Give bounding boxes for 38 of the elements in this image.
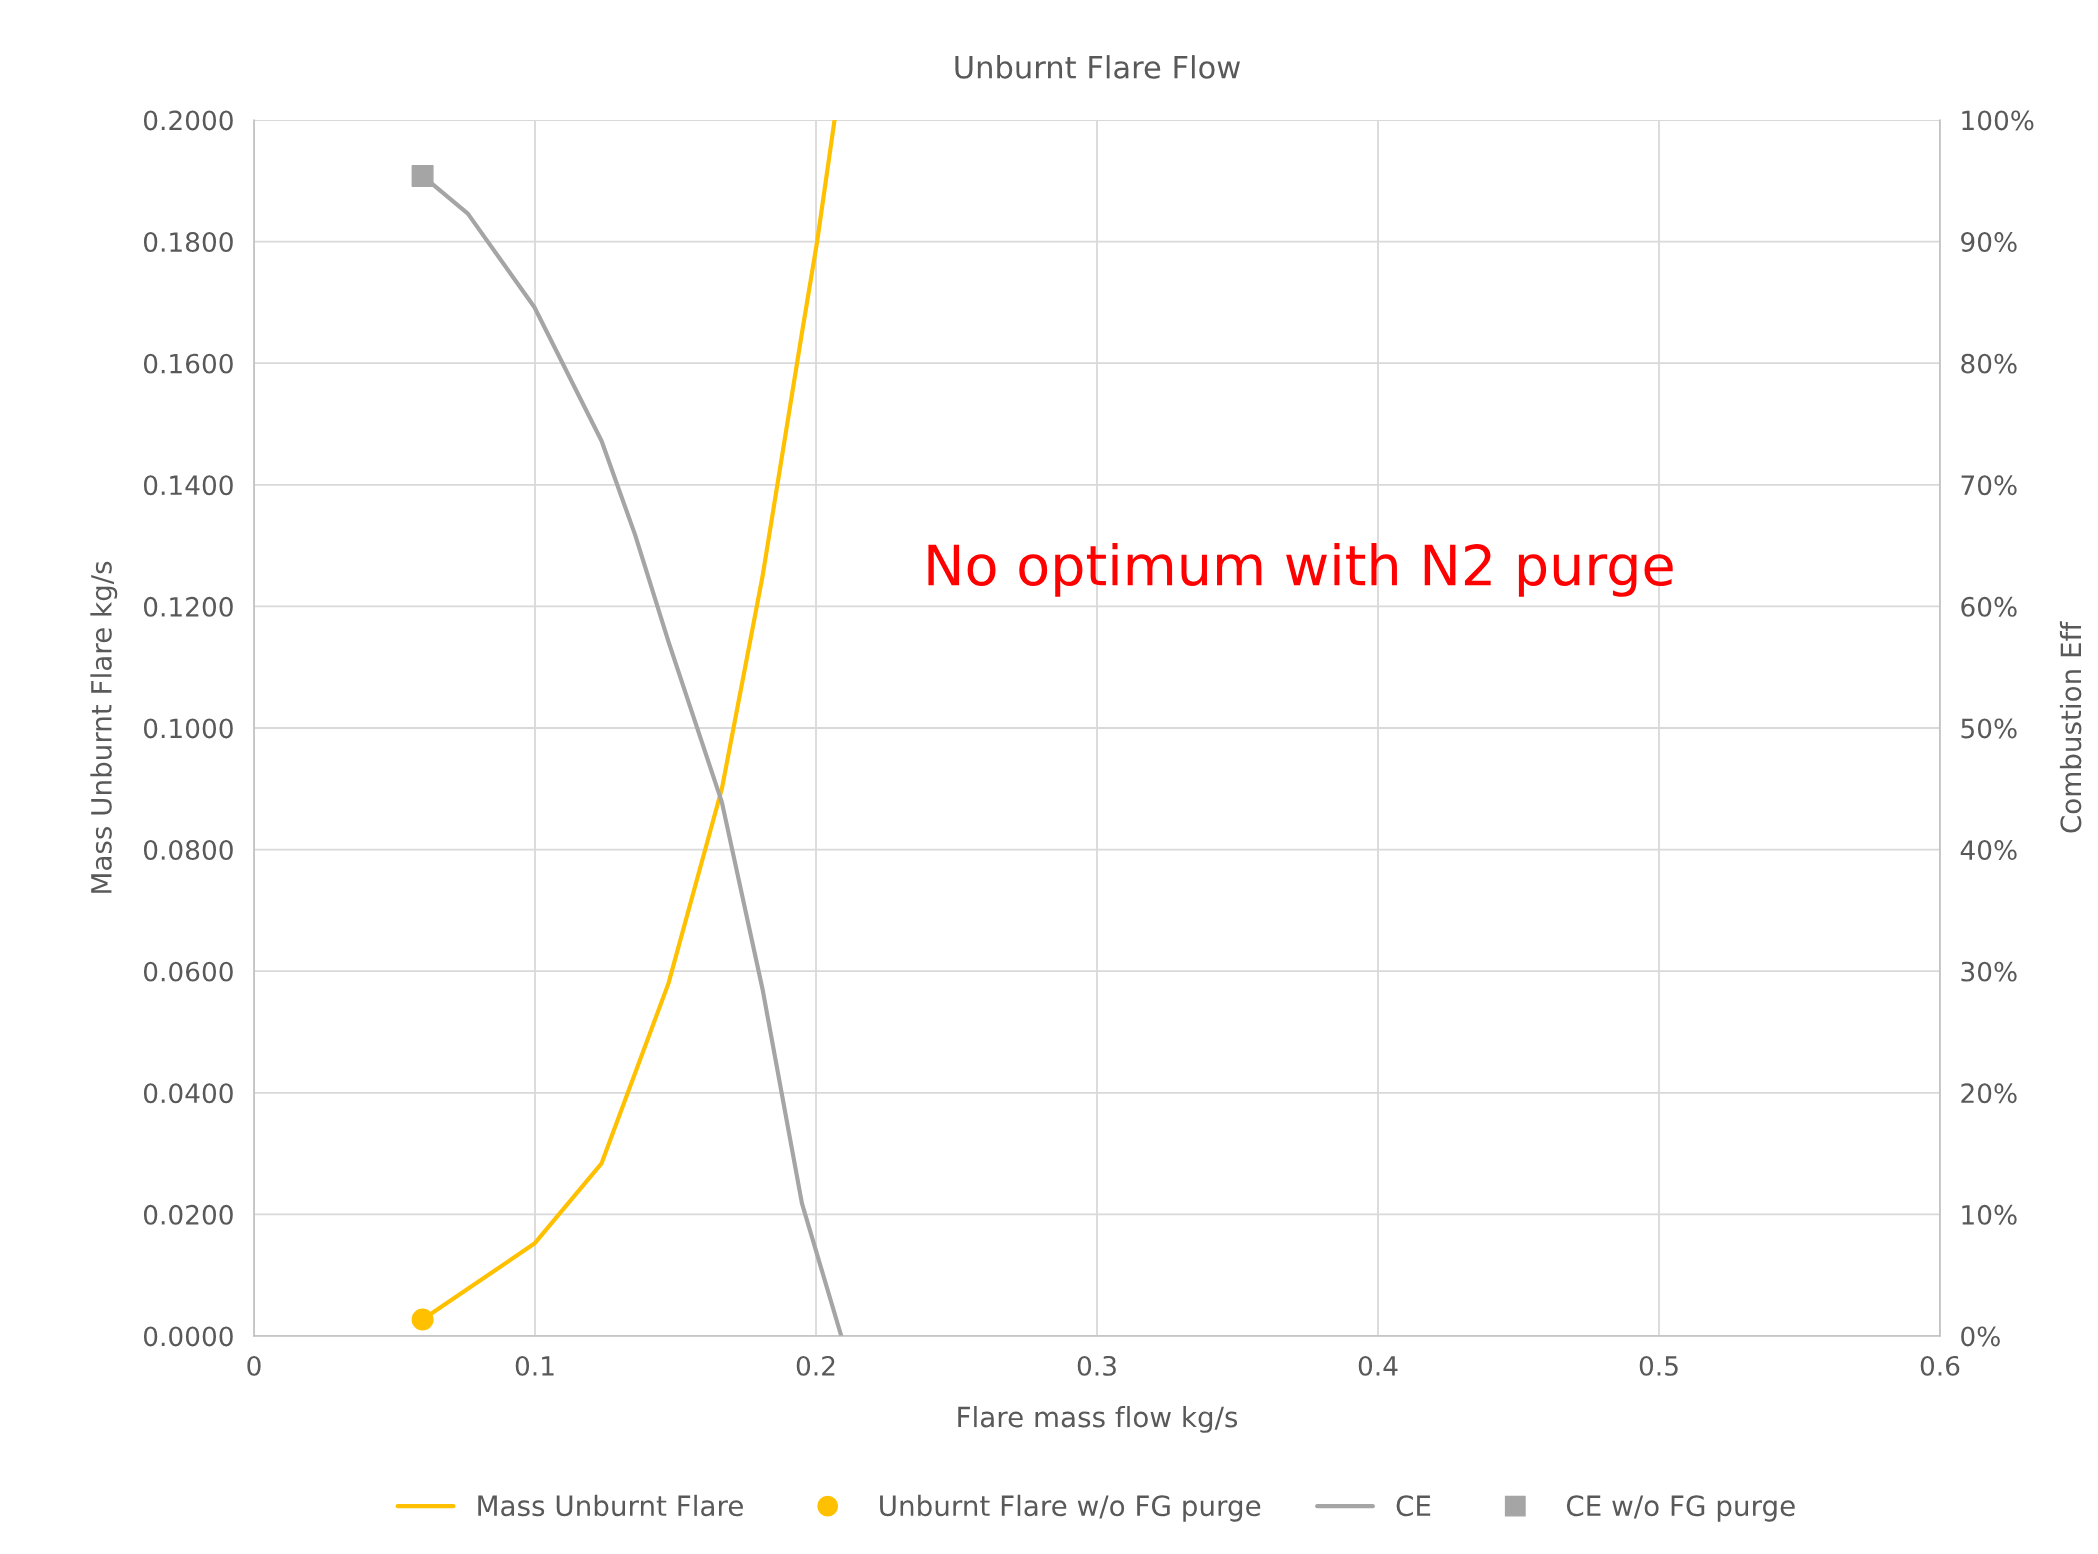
y2-tick-label: 80% — [1961, 353, 2017, 374]
y-tick-label: 0.0400 — [143, 1083, 233, 1104]
y2-axis-title: Combustion Eff — [2059, 621, 2082, 833]
y2-tick-label: 40% — [1960, 840, 2017, 860]
y2-tick-label: 30% — [1961, 961, 2017, 982]
y2-tick-label: 60% — [1961, 596, 2017, 617]
y-tick-label: 0.0800 — [143, 840, 233, 860]
y-tick-label: 0.0600 — [143, 961, 233, 982]
y-tick-label: 0.2000 — [143, 110, 233, 131]
y-tick-label: 0.0000 — [143, 1326, 233, 1347]
x-tick-label: 0 — [247, 1355, 261, 1376]
legend-label: CE w/o FG purge — [1566, 1495, 1795, 1522]
y-tick-label: 0.1400 — [143, 475, 233, 496]
legend-label: Unburnt Flare w/o FG purge — [880, 1494, 1261, 1522]
y-axis-title: Mass Unburnt Flare kg/s — [90, 561, 118, 893]
x-tick-label: 0.4 — [1358, 1355, 1398, 1376]
y-tick-label: 0.1200 — [143, 596, 233, 617]
x-tick-label: 0.3 — [1077, 1355, 1116, 1376]
legend-label: CE — [1396, 1495, 1431, 1517]
y-tick-label: 0.1000 — [143, 718, 233, 739]
y2-tick-label: 50% — [1961, 718, 2017, 739]
y2-tick-label: 70% — [1961, 475, 2017, 496]
legend-label: Mass Unburnt Flare — [478, 1494, 743, 1517]
x-tick-label: 0.5 — [1639, 1355, 1678, 1376]
y-tick-label: 0.1600 — [143, 353, 233, 374]
y-tick-label: 0.1800 — [143, 232, 233, 252]
y2-tick-label: 20% — [1961, 1083, 2017, 1104]
x-tick-label: 0.1 — [515, 1355, 554, 1376]
x-tick-label: 0.2 — [796, 1355, 835, 1376]
x-axis-title: Flare mass flow kg/s — [958, 1405, 1238, 1433]
y2-tick-label: 0% — [1961, 1326, 2000, 1347]
y2-tick-label: 100% — [1962, 110, 2034, 131]
y2-tick-label: 10% — [1962, 1204, 2017, 1225]
x-tick-label: 0.6 — [1920, 1355, 1960, 1376]
annotation: No optimum with N2 purge — [928, 543, 1673, 597]
y-tick-label: 0.0200 — [143, 1204, 233, 1225]
chart-title: Unburnt Flare Flow — [955, 55, 1240, 79]
y2-tick-label: 90% — [1961, 232, 2017, 252]
